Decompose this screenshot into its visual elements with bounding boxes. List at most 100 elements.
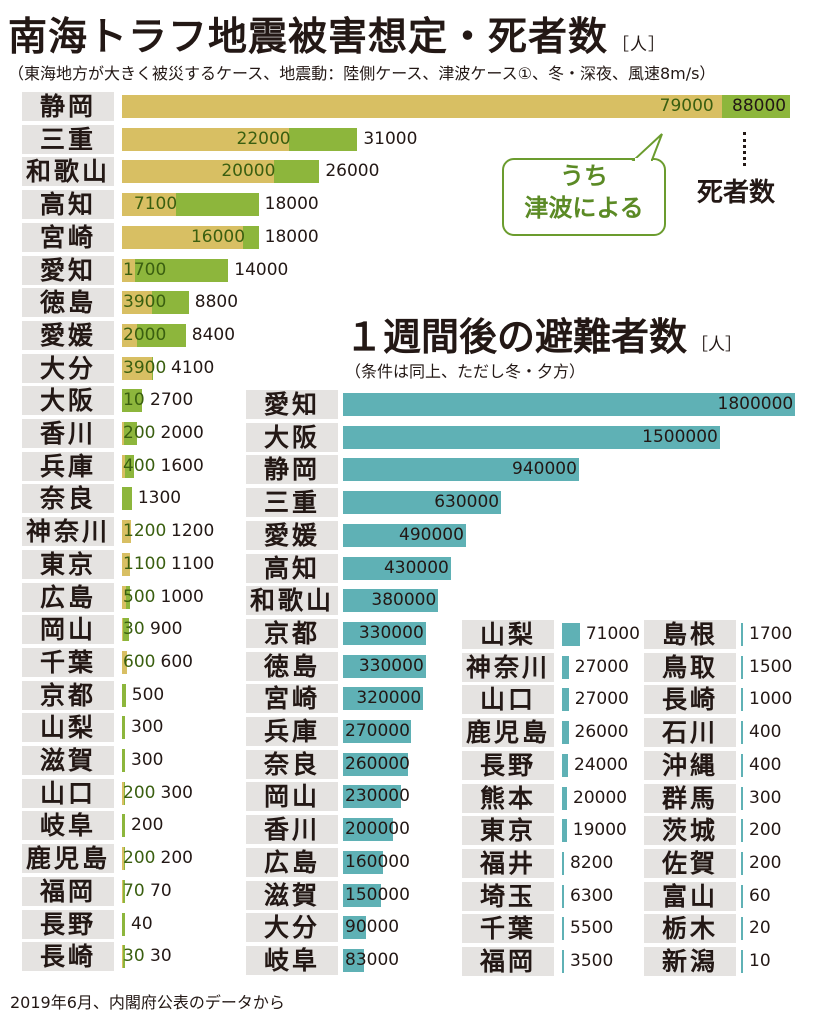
evac-value: 5500 [570, 918, 614, 939]
evac-pref-label: 奈良 [246, 749, 338, 779]
evac-value: 1800000 [717, 394, 794, 414]
deaths-pref-label: 徳島 [22, 288, 114, 318]
evac-pref-label: 香川 [246, 815, 338, 845]
evac-pref-label: 神奈川 [462, 652, 554, 682]
evac-bar [562, 950, 564, 973]
evac-pref-label: 静岡 [246, 455, 338, 485]
evac-bar [562, 688, 569, 712]
evac-value: 940000 [512, 459, 577, 480]
deaths-tsunami-value: 200 [123, 423, 156, 443]
deaths-total-value: 8800 [194, 292, 239, 313]
deaths-subtitle: （東海地方が大きく被災するケース、地震動：陸側ケース、津波ケース①、冬・深夜、風… [8, 64, 716, 83]
deaths-tsunami-value: 20000 [221, 161, 276, 182]
evac-pref-label: 長野 [462, 750, 554, 780]
deaths-pref-label: 兵庫 [22, 451, 114, 481]
evac-value: 60 [749, 885, 771, 906]
deaths-tsunami-bar [122, 879, 123, 903]
deaths-total-value: 200 [131, 815, 164, 836]
evac-bar [343, 654, 426, 678]
deaths-tsunami-value: 1100 [123, 553, 167, 574]
deaths-total-bar [123, 781, 125, 805]
deaths-pref-label: 神奈川 [22, 517, 114, 547]
deaths-pref-label: 奈良 [22, 484, 114, 514]
deaths-pref-label: 大分 [22, 353, 114, 383]
deaths-total-bar [721, 95, 790, 118]
deaths-pref-label: 高知 [22, 190, 114, 220]
evac-value: 24000 [574, 754, 629, 775]
evac-bar [741, 950, 743, 973]
deaths-tsunami-bar [122, 127, 289, 151]
evac-bar [562, 786, 568, 810]
deaths-total-bar [122, 912, 125, 936]
deaths-pref-label: 岐阜 [22, 811, 114, 841]
deaths-total-bar [151, 356, 154, 380]
deaths-tsunami-value: 22000 [236, 128, 291, 149]
deaths-pref-label: 長野 [22, 909, 114, 939]
evac-value: 3500 [570, 951, 614, 971]
evac-value: 27000 [574, 689, 629, 710]
evac-pref-label: 愛知 [246, 390, 338, 419]
deaths-tsunami-bar [122, 847, 124, 871]
evac-value: 20000 [573, 787, 628, 808]
deaths-tsunami-bar [122, 454, 126, 478]
evac-pref-label: 岡山 [246, 782, 338, 812]
evac-value: 330000 [358, 655, 424, 676]
deaths-tsunami-value: 1700 [123, 259, 167, 280]
evac-pref-label: 千葉 [462, 914, 554, 944]
evac-bar [343, 491, 502, 515]
evac-pref-label: 岐阜 [246, 945, 338, 975]
evac-pref-label: 京都 [246, 618, 338, 648]
deaths-total-bar [122, 814, 125, 838]
deaths-total-value: 1000 [160, 586, 204, 607]
evac-pref-label: 富山 [644, 881, 736, 911]
deaths-total-bar [122, 749, 125, 772]
evac-pref-label: 高知 [246, 553, 338, 583]
deaths-chart: 静岡 79000 88000 三重 22000 31000 和歌山 20000 26000 高知 7… [0, 0, 820, 972]
evac-pref-label: 福井 [462, 848, 554, 878]
deaths-tsunami-value: 30 [123, 619, 145, 640]
deaths-pref-label: 千葉 [22, 647, 114, 677]
deaths-total-value: 18000 [264, 194, 319, 215]
deaths-total-bar [123, 422, 138, 445]
deaths-total-value: 200 [160, 848, 193, 869]
deaths-tsunami-value: 3900 [123, 357, 167, 378]
evac-value: 27000 [574, 656, 629, 677]
evac-value: 380000 [371, 590, 437, 611]
deaths-pref-label: 三重 [22, 124, 114, 154]
deaths-total-value: 2000 [160, 423, 204, 443]
evac-bar [343, 523, 467, 547]
deaths-tsunami-bar [122, 258, 135, 282]
evac-bar [343, 621, 426, 645]
deaths-tsunami-bar [122, 422, 124, 445]
deaths-total-bar [273, 160, 320, 184]
deaths-pref-label: 山口 [22, 778, 114, 808]
deaths-label: 死者数 [697, 178, 776, 208]
evac-bar [562, 655, 569, 679]
evac-value: 320000 [356, 688, 422, 709]
deaths-total-value: 500 [131, 684, 165, 705]
evac-value: 200 [749, 820, 782, 841]
deaths-tsunami-bar [122, 160, 274, 184]
deaths-tsunami-value: 7100 [133, 194, 178, 215]
deaths-pref-label: 岡山 [22, 615, 114, 645]
evac-pref-label: 山口 [462, 685, 554, 715]
deaths-pref-label: 福岡 [22, 876, 114, 906]
deaths-total-bar [243, 225, 259, 249]
evac-bar [343, 425, 720, 449]
evac-pref-label: 新潟 [644, 947, 736, 976]
evac-unit: ［人］ [691, 335, 743, 355]
evac-bar [343, 720, 411, 743]
evac-value: 1500000 [642, 426, 718, 447]
deaths-tsunami-value: 70 [123, 880, 145, 901]
evac-pref-label: 福岡 [462, 947, 554, 976]
evac-pref-label: 滋賀 [246, 880, 338, 910]
evac-bar [741, 753, 743, 777]
deaths-total-bar [123, 847, 125, 871]
evac-value: 160000 [345, 851, 410, 872]
evac-bar [343, 883, 381, 907]
deaths-unit: ［人］ [612, 35, 667, 55]
evac-bar [741, 819, 743, 843]
callout-line1: うち [560, 162, 608, 190]
deaths-total-bar [122, 487, 132, 511]
deaths-tsunami-bar [122, 291, 152, 315]
